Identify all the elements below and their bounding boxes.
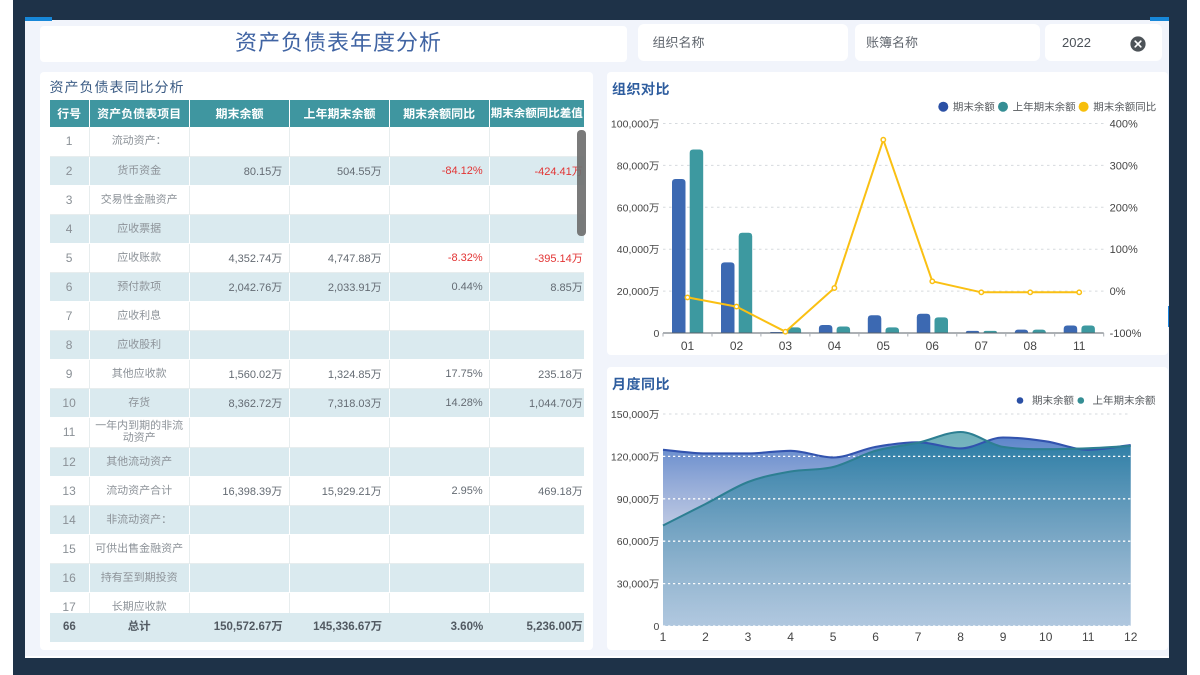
svg-text:01: 01	[681, 339, 695, 353]
svg-text:90,000万: 90,000万	[617, 494, 660, 506]
svg-text:3: 3	[745, 630, 752, 644]
svg-text:60,000万: 60,000万	[617, 202, 660, 214]
svg-text:03: 03	[779, 339, 793, 353]
svg-text:0%: 0%	[1110, 286, 1126, 298]
svg-text:40,000万: 40,000万	[617, 244, 660, 256]
svg-text:80,000万: 80,000万	[617, 160, 660, 172]
svg-text:120,000万: 120,000万	[611, 451, 659, 463]
svg-text:150,000万: 150,000万	[611, 409, 659, 421]
svg-text:7: 7	[915, 630, 922, 644]
svg-text:期末余额同比: 期末余额同比	[1093, 101, 1156, 113]
svg-text:400%: 400%	[1110, 119, 1138, 131]
svg-text:300%: 300%	[1110, 160, 1138, 172]
svg-text:0: 0	[654, 328, 660, 340]
svg-text:期末余额: 期末余额	[953, 101, 995, 113]
svg-text:-100%: -100%	[1110, 328, 1142, 340]
svg-text:5: 5	[830, 630, 837, 644]
svg-text:04: 04	[828, 339, 842, 353]
svg-text:60,000万: 60,000万	[617, 536, 660, 548]
svg-text:100,000万: 100,000万	[611, 119, 659, 131]
svg-text:100%: 100%	[1110, 244, 1138, 256]
svg-text:期末余额: 期末余额	[1032, 395, 1074, 407]
svg-text:07: 07	[975, 339, 989, 353]
svg-text:11: 11	[1073, 339, 1086, 353]
svg-text:11: 11	[1082, 630, 1095, 644]
svg-text:05: 05	[877, 339, 891, 353]
svg-text:20,000万: 20,000万	[617, 286, 660, 298]
svg-text:上年期末余额: 上年期末余额	[1093, 395, 1156, 407]
svg-text:02: 02	[730, 339, 744, 353]
svg-text:12: 12	[1124, 630, 1138, 644]
svg-text:8: 8	[957, 630, 964, 644]
svg-text:上年期末余额: 上年期末余额	[1013, 101, 1076, 113]
svg-text:9: 9	[1000, 630, 1007, 644]
svg-text:4: 4	[787, 630, 794, 644]
svg-text:10: 10	[1039, 630, 1053, 644]
svg-text:30,000万: 30,000万	[617, 579, 660, 591]
svg-text:1: 1	[660, 630, 667, 644]
svg-text:2: 2	[702, 630, 709, 644]
svg-text:06: 06	[926, 339, 940, 353]
svg-text:08: 08	[1024, 339, 1038, 353]
svg-text:6: 6	[872, 630, 879, 644]
svg-text:0: 0	[654, 621, 660, 633]
svg-text:200%: 200%	[1110, 202, 1138, 214]
